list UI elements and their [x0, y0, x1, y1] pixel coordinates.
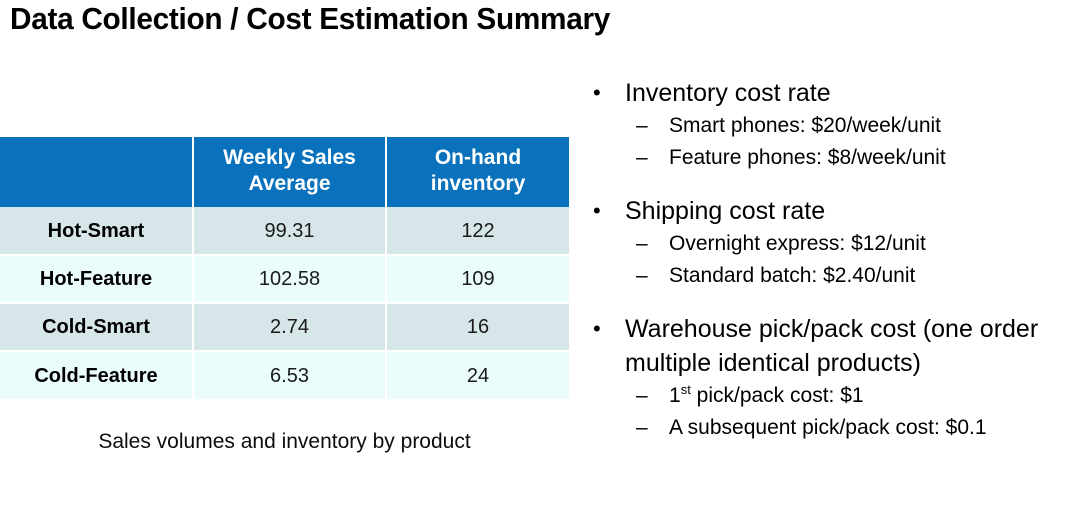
cell-weekly-sales-average: 6.53: [193, 351, 387, 399]
bullet-sub-item-label: Feature phones: $8/week/unit: [669, 146, 946, 169]
ordinal-suffix: st: [680, 382, 691, 397]
bullet-sub-item-label: Standard batch: $2.40/unit: [669, 264, 916, 287]
bullet-dot-icon: •: [593, 80, 601, 105]
cell-weekly-sales-average: 99.31: [193, 207, 387, 256]
bullet-dash-icon: –: [636, 146, 648, 169]
sales-inventory-table-panel: Weekly Sales Average On-hand inventory H…: [0, 137, 569, 399]
sales-inventory-table: Weekly Sales Average On-hand inventory H…: [0, 137, 569, 399]
bullet-group-warehouse-pick-pack-cost: • Warehouse pick/pack cost (one order mu…: [585, 312, 1073, 444]
header-line-1: On-hand: [434, 146, 522, 169]
bullet-heading: • Warehouse pick/pack cost (one order mu…: [585, 312, 1073, 380]
bullet-sub-item-label: pick/pack cost: $1: [690, 384, 864, 407]
table-caption: Sales volumes and inventory by product: [98, 430, 471, 453]
bullet-sub-item-label: Overnight express: $12/unit: [669, 232, 926, 255]
bullet-group-shipping-cost-rate: • Shipping cost rate – Overnight express…: [585, 194, 1073, 292]
header-line-2: inventory: [430, 172, 526, 195]
bullet-dot-icon: •: [593, 316, 601, 341]
spacer: [585, 180, 1073, 194]
cell-on-hand-inventory: 24: [386, 351, 569, 399]
bullet-dash-icon: –: [636, 232, 648, 255]
page-title: Data Collection / Cost Estimation Summar…: [10, 1, 611, 36]
table-row: Hot-Feature 102.58 109: [0, 255, 569, 304]
table-header: Weekly Sales Average On-hand inventory: [0, 137, 569, 207]
cell-product: Hot-Smart: [0, 207, 194, 256]
bullet-sub-item: – 1st pick/pack cost: $1: [585, 380, 1073, 412]
table-header-cell-on-hand-inventory: On-hand inventory: [386, 137, 569, 207]
spacer: [585, 298, 1073, 312]
bullet-dash-icon: –: [636, 114, 648, 137]
cell-on-hand-inventory: 122: [386, 207, 569, 256]
bullet-sub-item: – A subsequent pick/pack cost: $0.1: [585, 412, 1073, 444]
table-header-row: Weekly Sales Average On-hand inventory: [0, 137, 569, 207]
cell-product: Hot-Feature: [0, 255, 194, 304]
cell-weekly-sales-average: 2.74: [193, 303, 387, 352]
bullet-heading-label: Warehouse pick/pack cost (one order mult…: [625, 315, 1039, 377]
bullet-sub-item-label: A subsequent pick/pack cost: $0.1: [669, 416, 987, 439]
table-row: Hot-Smart 99.31 122: [0, 207, 569, 256]
table-header-cell-weekly-sales-average: Weekly Sales Average: [193, 137, 387, 207]
header-line-1: Weekly Sales: [223, 146, 356, 169]
bullet-sub-item: – Standard batch: $2.40/unit: [585, 260, 1073, 292]
bullet-dash-icon: –: [636, 384, 648, 407]
table-header-cell-product: [0, 137, 194, 207]
bullet-group-inventory-cost-rate: • Inventory cost rate – Smart phones: $2…: [585, 76, 1073, 174]
bullet-heading-label: Shipping cost rate: [625, 197, 826, 225]
table-body: Hot-Smart 99.31 122 Hot-Feature 102.58 1…: [0, 207, 569, 399]
bullet-heading-label: Inventory cost rate: [625, 79, 831, 107]
bullet-sub-item: – Smart phones: $20/week/unit: [585, 110, 1073, 142]
bullet-sub-item: – Overnight express: $12/unit: [585, 228, 1073, 260]
bullet-dash-icon: –: [636, 416, 648, 439]
cell-product: Cold-Feature: [0, 351, 194, 399]
table-row: Cold-Smart 2.74 16: [0, 303, 569, 352]
bullet-dash-icon: –: [636, 264, 648, 287]
cell-on-hand-inventory: 16: [386, 303, 569, 352]
cell-product: Cold-Smart: [0, 303, 194, 352]
bullet-dot-icon: •: [593, 198, 601, 223]
cell-weekly-sales-average: 102.58: [193, 255, 387, 304]
bullet-sub-item: – Feature phones: $8/week/unit: [585, 142, 1073, 174]
bullet-sub-item-label: Smart phones: $20/week/unit: [669, 114, 941, 137]
ordinal-prefix: 1: [669, 384, 681, 407]
header-line-2: Average: [248, 172, 331, 195]
bullet-heading: • Shipping cost rate: [585, 194, 1073, 228]
cost-rates-bullet-list: • Inventory cost rate – Smart phones: $2…: [585, 76, 1073, 511]
bullet-heading: • Inventory cost rate: [585, 76, 1073, 110]
cell-on-hand-inventory: 109: [386, 255, 569, 304]
table-row: Cold-Feature 6.53 24: [0, 351, 569, 399]
